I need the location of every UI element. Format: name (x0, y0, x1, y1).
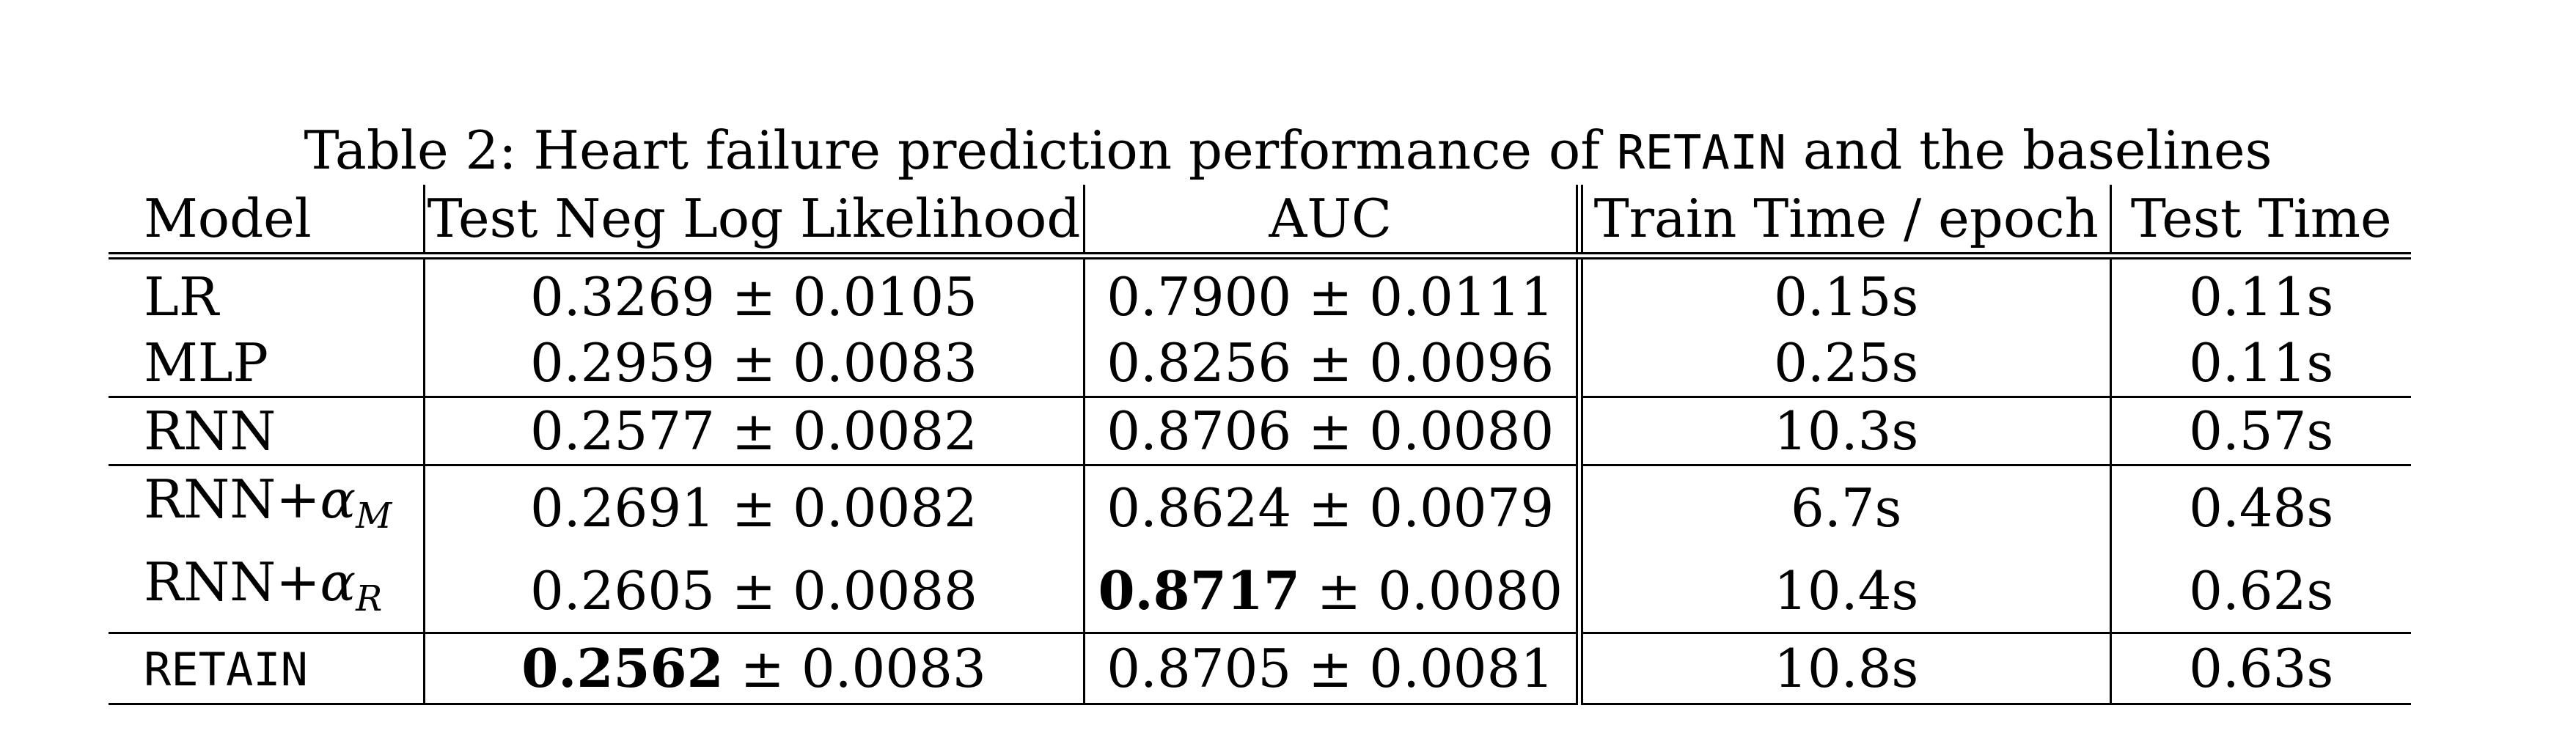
pm-sign: ± (1308, 638, 1353, 699)
table-caption: Table 2: Heart failure prediction perfor… (0, 117, 2576, 186)
table-row: LR 0.3269 ± 0.0105 0.7900 ± 0.0111 0.15s… (109, 256, 2411, 330)
header-auc: AUC (1082, 185, 1579, 259)
results-table-container: Model Test Neg Log Likelihood AUC Train … (109, 185, 2411, 705)
train-time-cell: 10.4s (1576, 549, 2110, 634)
auc-cell: 0.8705 ± 0.0081 (1082, 633, 1579, 705)
nll-cell: 0.2562 ± 0.0083 (422, 633, 1084, 705)
auc-std: 0.0081 (1369, 638, 1555, 699)
nll-std: 0.0083 (793, 332, 977, 394)
alpha-subscript: M (356, 496, 392, 537)
auc-std: 0.0079 (1369, 476, 1555, 539)
pm-sign: ± (731, 476, 777, 539)
test-time-cell: 0.63s (2109, 633, 2411, 705)
auc-mean-best: 0.8717 (1098, 559, 1300, 622)
header-test-time: Test Time (2109, 185, 2411, 259)
table-row: RETAIN 0.2562 ± 0.0083 0.8705 ± 0.0081 1… (109, 633, 2411, 705)
pm-sign: ± (740, 638, 785, 699)
nll-cell: 0.2605 ± 0.0088 (422, 549, 1084, 634)
pm-sign: ± (1316, 559, 1362, 622)
header-model: Model (109, 185, 424, 259)
auc-std: 0.0080 (1378, 559, 1563, 622)
caption-model-name: RETAIN (1616, 126, 1786, 180)
model-base: RNN+ (144, 468, 320, 530)
caption-prefix: Table 2: Heart failure prediction perfor… (304, 119, 1600, 181)
train-time-cell: 0.25s (1576, 330, 2110, 398)
table-row: RNN+αM 0.2691 ± 0.0082 0.8624 ± 0.0079 6… (109, 465, 2411, 550)
nll-mean-best: 0.2562 (521, 637, 724, 699)
model-cell: RNN+αR (109, 549, 424, 634)
alpha-symbol: α (320, 551, 356, 613)
auc-cell: 0.8717 ± 0.0080 (1082, 549, 1579, 634)
nll-std: 0.0082 (793, 400, 977, 462)
pm-sign: ± (731, 332, 777, 394)
nll-cell: 0.2577 ± 0.0082 (422, 397, 1084, 466)
test-time-cell: 0.62s (2109, 549, 2411, 634)
pm-sign: ± (731, 400, 777, 462)
pm-sign: ± (1308, 332, 1353, 394)
auc-mean: 0.7900 (1107, 266, 1292, 328)
nll-mean: 0.2959 (530, 332, 715, 394)
nll-mean: 0.2605 (530, 559, 715, 622)
table-row: MLP 0.2959 ± 0.0083 0.8256 ± 0.0096 0.25… (109, 330, 2411, 398)
model-cell: RNN (109, 397, 424, 466)
caption-suffix: and the baselines (1802, 119, 2272, 181)
auc-mean: 0.8624 (1107, 476, 1292, 539)
header-nll: Test Neg Log Likelihood (422, 185, 1084, 259)
train-time-cell: 10.3s (1576, 397, 2110, 466)
nll-mean: 0.2577 (530, 400, 715, 462)
model-cell: RETAIN (109, 633, 424, 705)
train-time-cell: 0.15s (1576, 256, 2110, 330)
test-time-cell: 0.11s (2109, 256, 2411, 330)
nll-std: 0.0105 (793, 266, 977, 328)
nll-std: 0.0083 (801, 638, 986, 699)
pm-sign: ± (1308, 266, 1353, 328)
nll-cell: 0.2959 ± 0.0083 (422, 330, 1084, 398)
model-base: RNN+ (144, 551, 320, 613)
model-name-retain: RETAIN (144, 643, 308, 696)
pm-sign: ± (731, 266, 777, 328)
nll-mean: 0.3269 (530, 266, 715, 328)
auc-std: 0.0111 (1369, 266, 1555, 328)
nll-mean: 0.2691 (530, 476, 715, 539)
test-time-cell: 0.57s (2109, 397, 2411, 466)
pm-sign: ± (1308, 476, 1353, 539)
header-row: Model Test Neg Log Likelihood AUC Train … (109, 185, 2411, 259)
test-time-cell: 0.11s (2109, 330, 2411, 398)
auc-mean: 0.8705 (1107, 638, 1292, 699)
table-row: RNN+αR 0.2605 ± 0.0088 0.8717 ± 0.0080 1… (109, 549, 2411, 634)
nll-cell: 0.2691 ± 0.0082 (422, 465, 1084, 549)
alpha-symbol: α (320, 468, 356, 530)
results-table: Model Test Neg Log Likelihood AUC Train … (109, 185, 2411, 705)
alpha-subscript: R (356, 578, 383, 619)
test-time-cell: 0.48s (2109, 465, 2411, 549)
auc-std: 0.0096 (1369, 332, 1555, 394)
auc-cell: 0.7900 ± 0.0111 (1082, 256, 1579, 330)
model-cell: LR (144, 266, 219, 328)
table-row: RNN 0.2577 ± 0.0082 0.8706 ± 0.0080 10.3… (109, 397, 2411, 466)
auc-cell: 0.8624 ± 0.0079 (1082, 465, 1579, 549)
auc-cell: 0.8706 ± 0.0080 (1082, 397, 1579, 466)
auc-mean: 0.8706 (1107, 400, 1292, 462)
train-time-cell: 10.8s (1576, 633, 2110, 705)
model-cell: RNN+αM (109, 465, 424, 550)
nll-std: 0.0088 (793, 559, 977, 622)
header-train-time: Train Time / epoch (1576, 185, 2110, 259)
nll-cell: 0.3269 ± 0.0105 (422, 256, 1084, 330)
auc-mean: 0.8256 (1107, 332, 1292, 394)
auc-std: 0.0080 (1369, 400, 1555, 462)
model-cell: MLP (109, 330, 424, 398)
pm-sign: ± (1308, 400, 1353, 462)
nll-std: 0.0082 (793, 476, 977, 539)
train-time-cell: 6.7s (1576, 465, 2110, 549)
pm-sign: ± (731, 559, 777, 622)
auc-cell: 0.8256 ± 0.0096 (1082, 330, 1579, 398)
